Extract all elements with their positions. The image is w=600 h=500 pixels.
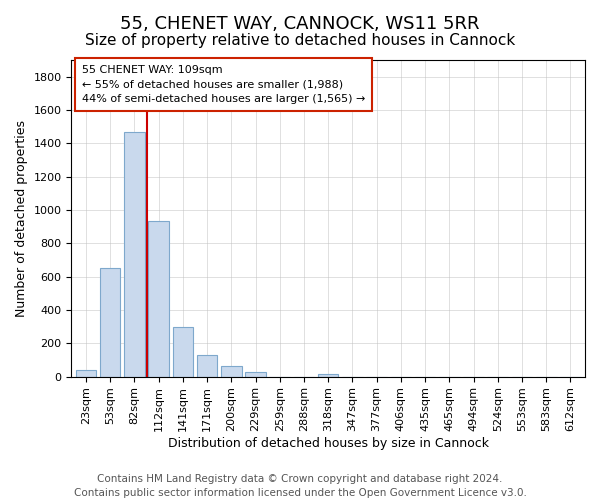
Bar xyxy=(197,355,217,376)
X-axis label: Distribution of detached houses by size in Cannock: Distribution of detached houses by size … xyxy=(168,437,489,450)
Text: 55, CHENET WAY, CANNOCK, WS11 5RR: 55, CHENET WAY, CANNOCK, WS11 5RR xyxy=(120,15,480,33)
Bar xyxy=(76,370,96,376)
Bar xyxy=(318,374,338,376)
Bar xyxy=(100,268,121,376)
Bar xyxy=(245,372,266,376)
Text: 55 CHENET WAY: 109sqm
← 55% of detached houses are smaller (1,988)
44% of semi-d: 55 CHENET WAY: 109sqm ← 55% of detached … xyxy=(82,64,365,104)
Bar xyxy=(148,221,169,376)
Bar xyxy=(221,366,242,376)
Text: Size of property relative to detached houses in Cannock: Size of property relative to detached ho… xyxy=(85,32,515,48)
Bar xyxy=(173,328,193,376)
Text: Contains HM Land Registry data © Crown copyright and database right 2024.
Contai: Contains HM Land Registry data © Crown c… xyxy=(74,474,526,498)
Bar xyxy=(124,132,145,376)
Y-axis label: Number of detached properties: Number of detached properties xyxy=(15,120,28,317)
